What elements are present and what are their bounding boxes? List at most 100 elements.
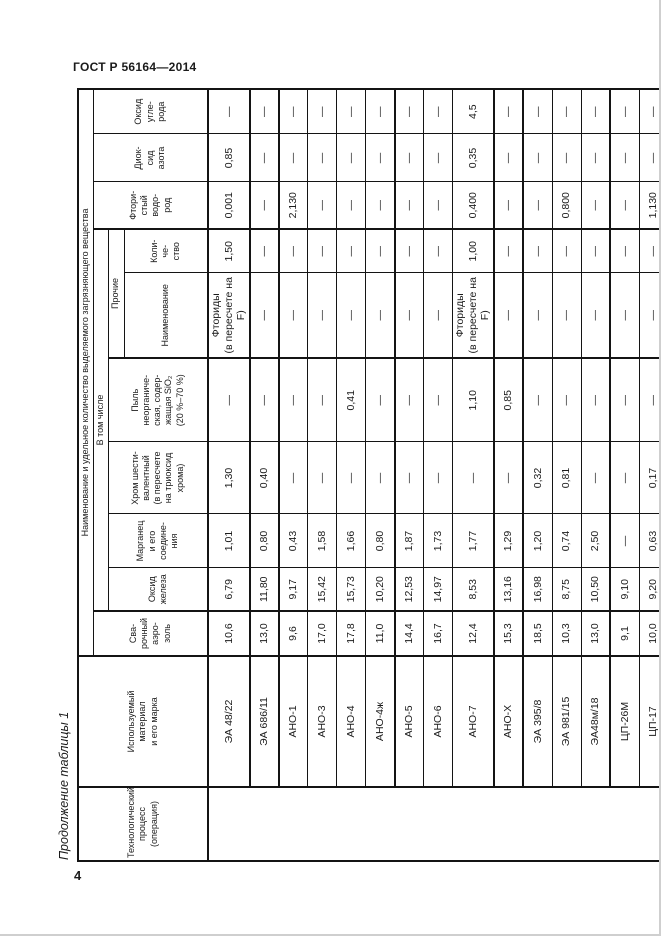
material-cell: ЭА 686/11 (249, 656, 279, 787)
value-cell: 17,0 (307, 611, 337, 656)
material-cell: АНО-Х (494, 656, 524, 787)
value-cell: — (423, 229, 453, 273)
col-header-carbon-oxide: Оксид угле- рода (93, 88, 208, 134)
value-cell: 13,16 (494, 568, 524, 611)
value-cell: 0,74 (552, 514, 582, 568)
value-cell: — (523, 273, 553, 358)
value-cell: — (423, 442, 453, 514)
doc-header: ГОСТ Р 56164—2014 (73, 60, 197, 74)
value-cell: 1,00 (452, 229, 495, 273)
value-cell: — (610, 134, 640, 182)
material-cell: АНО-1 (278, 656, 308, 787)
table-row: АНО-1 9,6 9,17 0,43— — — —2,130— — (278, 88, 308, 861)
table-row: АНО-7 12,4 8,53 1,77—1,10 Фториды (в пересче… (452, 88, 495, 861)
value-cell: — (610, 358, 640, 442)
process-cell-empty (208, 787, 659, 861)
value-cell: 11,0 (365, 611, 395, 656)
value-cell: — (639, 88, 659, 134)
value-cell: 14,4 (394, 611, 424, 656)
value-cell: — (278, 229, 308, 273)
value-cell: 13,0 (249, 611, 279, 656)
value-cell: 1,01 (208, 514, 250, 568)
table-row: АНО-5 14,4 12,53 1,87— — — — — — — (394, 88, 424, 861)
value-cell: — (423, 182, 453, 229)
value-cell: 0,40 (249, 442, 279, 514)
material-cell: АНО-4 (336, 656, 366, 787)
material-cell: АНО-5 (394, 656, 424, 787)
value-cell: 0,400 (452, 182, 495, 229)
value-cell: 15,73 (336, 568, 366, 611)
value-cell: — (423, 273, 453, 358)
value-cell: — (610, 514, 640, 568)
value-cell: — (639, 229, 659, 273)
value-cell: 15,42 (307, 568, 337, 611)
value-cell: — (249, 229, 279, 273)
value-cell: 1,77 (452, 514, 495, 568)
value-cell: — (278, 358, 308, 442)
value-cell: — (494, 134, 524, 182)
value-cell: — (336, 182, 366, 229)
value-cell: 13,0 (581, 611, 611, 656)
value-cell: 1,58 (307, 514, 337, 568)
col-header-manganese: Марганец и его соедине- ния (108, 514, 208, 568)
value-cell: — (494, 273, 524, 358)
value-cell: 1,87 (394, 514, 424, 568)
value-cell: — (581, 182, 611, 229)
value-cell: — (365, 134, 395, 182)
value-cell: 4,5 (452, 88, 495, 134)
value-cell: 1,66 (336, 514, 366, 568)
value-cell: 10,0 (639, 611, 659, 656)
value-cell: — (494, 229, 524, 273)
value-cell: — (581, 273, 611, 358)
col-header-material: Используемый материал и его марка (78, 656, 208, 787)
value-cell: 0,17 (639, 442, 659, 514)
value-cell: 18,5 (523, 611, 553, 656)
value-cell: — (610, 442, 640, 514)
value-cell: — (249, 88, 279, 134)
table-row: АНО-3 17,0 15,42 1,58— — — — — — — (307, 88, 337, 861)
value-cell: — (581, 134, 611, 182)
value-cell: — (365, 442, 395, 514)
value-cell: — (278, 134, 308, 182)
value-cell: 15,3 (494, 611, 524, 656)
value-cell: 8,75 (552, 568, 582, 611)
value-cell: — (552, 88, 582, 134)
value-cell: 10,3 (552, 611, 582, 656)
col-header-pollutants-group: Наименование и удельное количество выдел… (78, 88, 93, 656)
value-cell: — (610, 229, 640, 273)
value-cell: — (336, 273, 366, 358)
value-cell: 9,10 (610, 568, 640, 611)
value-cell: — (394, 88, 424, 134)
material-cell: ЭА 48/22 (208, 656, 250, 787)
material-cell: АНО-3 (307, 656, 337, 787)
table-row: ЭА 48/22 10,6 6,79 1,01 1,30— Фториды (в пере… (208, 88, 659, 861)
value-cell: — (307, 134, 337, 182)
value-cell: 12,4 (452, 611, 495, 656)
value-cell: — (610, 273, 640, 358)
value-cell: 0,32 (523, 442, 553, 514)
value-cell: — (494, 442, 524, 514)
value-cell: — (610, 182, 640, 229)
col-header-iron-oxide: Оксид железа (108, 568, 208, 611)
material-cell: ЭА 981/15 (552, 656, 582, 787)
value-cell: 0,001 (208, 182, 250, 229)
material-cell: АНО-7 (452, 656, 495, 787)
value-cell: 9,17 (278, 568, 308, 611)
col-header-others-qty: Коли- че- ство (124, 229, 208, 273)
value-cell: — (336, 134, 366, 182)
value-cell: 10,20 (365, 568, 395, 611)
value-cell: — (307, 442, 337, 514)
value-cell: 0,35 (452, 134, 495, 182)
value-cell: — (552, 134, 582, 182)
value-cell: — (552, 229, 582, 273)
value-cell: — (552, 358, 582, 442)
value-cell: — (365, 88, 395, 134)
value-cell: — (278, 88, 308, 134)
table-caption: Продолжение таблицы 1 (57, 711, 71, 860)
material-cell: ЭА48м/18 (581, 656, 611, 787)
value-cell: — (365, 182, 395, 229)
value-cell: 1,30 (208, 442, 250, 514)
value-cell: 0,43 (278, 514, 308, 568)
value-cell: 1,20 (523, 514, 553, 568)
value-cell: — (523, 134, 553, 182)
